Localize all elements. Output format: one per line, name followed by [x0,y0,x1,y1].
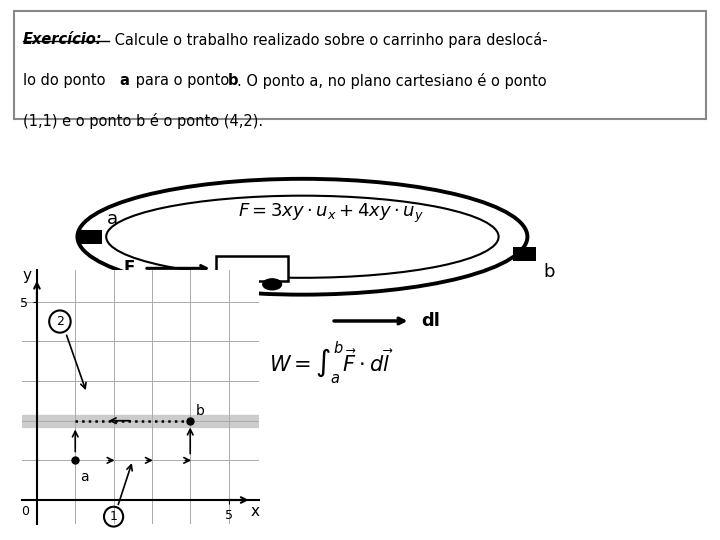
Text: 0: 0 [22,505,30,518]
Text: x: x [251,504,260,519]
Bar [513,247,536,260]
Text: para o ponto: para o ponto [130,73,233,89]
Text: $F = 3xy \cdot u_x + 4xy \cdot u_y$: $F = 3xy \cdot u_x + 4xy \cdot u_y$ [238,202,424,225]
Circle shape [222,279,241,290]
Bar [216,255,288,281]
Text: dl: dl [421,312,440,330]
Text: a: a [80,470,89,484]
Text: lo do ponto: lo do ponto [23,73,110,89]
Text: a: a [120,73,130,89]
Ellipse shape [107,195,498,278]
Text: b: b [228,73,238,89]
Text: . O ponto a, no plano cartesiano é o ponto: . O ponto a, no plano cartesiano é o pon… [237,73,546,90]
Text: y: y [23,268,32,284]
Bar [22,415,259,427]
Ellipse shape [77,179,527,295]
Circle shape [263,279,282,290]
Text: Calcule o trabalho realizado sobre o carrinho para deslocá-: Calcule o trabalho realizado sobre o car… [109,32,547,49]
Text: $W = \int_a^b \vec{F} \cdot d\vec{l}$: $W = \int_a^b \vec{F} \cdot d\vec{l}$ [269,340,393,387]
Text: (1,1) e o ponto b é o ponto (4,2).: (1,1) e o ponto b é o ponto (4,2). [23,113,263,130]
Text: b: b [196,403,205,417]
Text: a: a [107,210,118,228]
Text: 1: 1 [109,510,117,523]
Bar [78,230,102,244]
Text: Exercício:: Exercício: [23,32,102,48]
Text: F: F [124,259,135,278]
Text: b: b [544,262,555,281]
Text: 2: 2 [56,315,64,328]
